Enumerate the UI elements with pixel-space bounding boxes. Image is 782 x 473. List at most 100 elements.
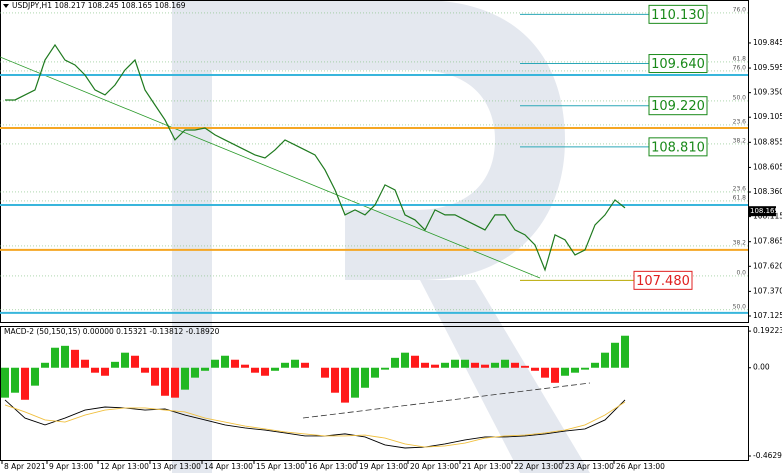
price-line <box>5 43 626 272</box>
fib-label: 76.0 <box>733 64 747 71</box>
macd-bar <box>81 359 89 368</box>
macd-bar <box>431 364 439 368</box>
macd-bar <box>341 367 349 403</box>
x-tick-label: 20 Apr 13:00 <box>410 462 459 471</box>
macd-bar <box>101 367 109 376</box>
macd-bar <box>251 367 259 373</box>
macd-bar <box>271 367 279 371</box>
macd-bar <box>51 347 59 368</box>
macd-bar <box>621 335 629 368</box>
macd-bar <box>421 362 429 368</box>
macd-bar <box>241 364 249 368</box>
macd-bar <box>551 367 559 383</box>
macd-bar <box>181 367 189 390</box>
macd-bar <box>281 362 289 368</box>
x-tick-label: 22 Apr 13:00 <box>514 462 563 471</box>
macd-bar <box>581 367 589 370</box>
y-tick-label: 108.605 <box>753 162 782 171</box>
macd-bar <box>201 367 209 371</box>
macd-bar <box>391 357 399 368</box>
price-panel <box>0 0 749 323</box>
macd-bar <box>141 367 149 373</box>
macd-bar <box>231 359 239 368</box>
macd-bar <box>321 367 329 378</box>
fib-label: 38.2 <box>733 137 747 144</box>
macd-bar <box>161 367 169 396</box>
macd-bar <box>291 359 299 368</box>
macd-bar <box>191 367 199 378</box>
macd-bar <box>611 342 619 368</box>
price-box-label: 108.810 <box>651 140 705 155</box>
y-tick-label: 107.125 <box>753 311 782 320</box>
macd-bar <box>21 367 29 400</box>
y-tick-label: 109.595 <box>753 63 782 72</box>
x-tick-label: 26 Apr 13:00 <box>616 462 665 471</box>
fib-label: 50.0 <box>733 94 747 101</box>
fib-label: 38.2 <box>733 239 747 246</box>
macd-bar <box>501 359 509 368</box>
macd-bar <box>451 359 459 368</box>
macd-bar <box>151 367 159 386</box>
x-tick-label: 16 Apr 13:00 <box>308 462 357 471</box>
macd-bar <box>481 364 489 368</box>
macd-line <box>4 399 626 449</box>
menu-arrow[interactable] <box>3 4 9 8</box>
current-price-label: 108.169 <box>750 207 779 215</box>
fib-label: 61.8 <box>733 55 747 62</box>
macd-bar <box>131 355 139 368</box>
macd-bar <box>91 367 99 373</box>
x-tick-label: 21 Apr 13:00 <box>462 462 511 471</box>
x-tick-label: 15 Apr 13:00 <box>256 462 305 471</box>
fib-label: 23.6 <box>733 118 747 125</box>
fib-label: 23.6 <box>733 185 747 192</box>
macd-line <box>4 401 626 448</box>
macd-bar <box>41 362 49 368</box>
macd-bar <box>411 355 419 368</box>
x-tick-label: 9 Apr 13:00 <box>49 462 93 471</box>
macd-bar <box>521 365 529 368</box>
price-box <box>648 4 708 24</box>
macd-bar <box>371 367 379 378</box>
y-tick-label: 0.00 <box>753 363 770 372</box>
macd-bar <box>381 367 389 370</box>
macd-bar <box>511 362 519 368</box>
macd-bar <box>61 345 69 368</box>
macd-bar <box>471 362 479 368</box>
macd-bar <box>261 367 269 376</box>
x-tick-label: 8 Apr 2021 <box>4 462 46 471</box>
macd-bar <box>361 367 369 388</box>
macd-bar <box>441 362 449 368</box>
y-tick-label: 108.855 <box>753 137 782 146</box>
macd-bar <box>171 367 179 398</box>
macd-bar <box>591 362 599 368</box>
fib-label: 76.0 <box>733 6 747 13</box>
price-box-label: 109.220 <box>651 99 705 114</box>
x-tick-label: 13 Apr 13:00 <box>152 462 201 471</box>
x-tick-label: 12 Apr 13:00 <box>100 462 149 471</box>
macd-bar <box>401 352 409 368</box>
macd-bar <box>71 349 79 368</box>
macd-bar <box>121 352 129 368</box>
macd-panel <box>0 326 749 461</box>
price-box-label: 109.640 <box>651 57 705 72</box>
current-price-tag <box>748 206 776 217</box>
macd-trend-line <box>302 382 591 419</box>
x-tick-label: 14 Apr 13:00 <box>204 462 253 471</box>
trend-line <box>0 56 541 279</box>
y-tick-label: -0.46297 <box>753 451 782 460</box>
macd-bar <box>571 367 579 373</box>
price-box <box>648 96 708 116</box>
macd-bar <box>31 367 39 386</box>
macd-bar <box>301 362 309 368</box>
y-tick-label: 108.360 <box>753 187 782 196</box>
fib-label: 61.8 <box>733 194 747 201</box>
macd-bar <box>561 367 569 376</box>
macd-bar <box>491 362 499 368</box>
macd-bar <box>221 355 229 368</box>
x-tick-label: 19 Apr 13:00 <box>359 462 408 471</box>
macd-bar <box>541 367 549 378</box>
macd-bar <box>351 367 359 398</box>
price-box <box>633 270 693 290</box>
